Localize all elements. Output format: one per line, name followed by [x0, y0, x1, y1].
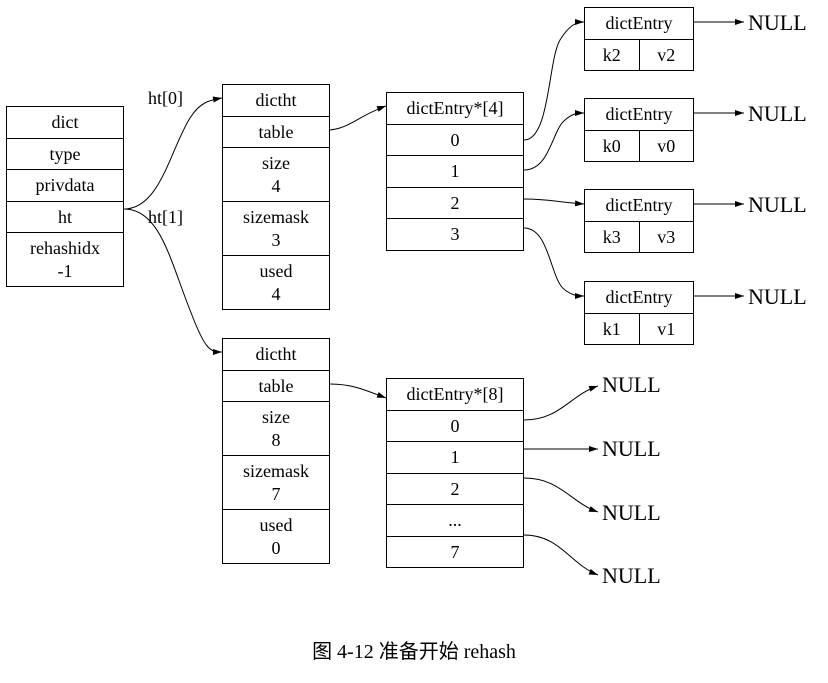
table0-slot-0: 0: [387, 124, 523, 156]
dict-title: dict: [7, 107, 123, 138]
entry-val: v3: [640, 222, 694, 253]
null-label: NULL: [602, 436, 661, 462]
dictht1-table: table: [223, 370, 329, 402]
dict-node: dict type privdata ht rehashidx -1: [6, 106, 124, 287]
dictht1-sizemask: sizemask 7: [223, 455, 329, 509]
dict-privdata: privdata: [7, 169, 123, 201]
table1-node: dictEntry*[8] 0 1 2 ... 7: [386, 378, 524, 568]
dictht1-title: dictht: [223, 339, 329, 370]
entry-val: v0: [640, 131, 694, 162]
table0-title: dictEntry*[4]: [387, 93, 523, 124]
dictht0-sizemask: sizemask 3: [223, 201, 329, 255]
entry-k3: dictEntry k3 v3: [584, 189, 694, 253]
entry-key: k2: [585, 40, 640, 71]
table1-slot-0: 0: [387, 410, 523, 442]
entry-val: v2: [640, 40, 694, 71]
table1-title: dictEntry*[8]: [387, 379, 523, 410]
dict-rehashidx: rehashidx -1: [7, 232, 123, 286]
entry-k2: dictEntry k2 v2: [584, 7, 694, 71]
entry-key: k1: [585, 314, 640, 345]
dict-ht: ht: [7, 201, 123, 233]
dictht1-node: dictht table size 8 sizemask 7 used 0: [222, 338, 330, 564]
entry-title: dictEntry: [585, 282, 693, 313]
dict-type: type: [7, 138, 123, 170]
null-label: NULL: [748, 10, 807, 36]
table0-slot-3: 3: [387, 218, 523, 250]
table1-slot-3: ...: [387, 504, 523, 536]
dictht0-table: table: [223, 116, 329, 148]
entry-k0: dictEntry k0 v0: [584, 98, 694, 162]
table1-slot-2: 2: [387, 473, 523, 505]
dictht1-size: size 8: [223, 401, 329, 455]
table0-slot-1: 1: [387, 155, 523, 187]
null-label: NULL: [748, 101, 807, 127]
figure-caption: 图 4-12 准备开始 rehash: [0, 635, 828, 664]
entry-title: dictEntry: [585, 190, 693, 221]
entry-val: v1: [640, 314, 694, 345]
table0-node: dictEntry*[4] 0 1 2 3: [386, 92, 524, 251]
null-label: NULL: [602, 500, 661, 526]
table0-slot-2: 2: [387, 187, 523, 219]
entry-title: dictEntry: [585, 8, 693, 39]
edge-label-ht1: ht[1]: [148, 207, 183, 228]
dictht0-title: dictht: [223, 85, 329, 116]
dictht0-used: used 4: [223, 255, 329, 309]
table1-slot-1: 1: [387, 441, 523, 473]
entry-title: dictEntry: [585, 99, 693, 130]
edge-label-ht0: ht[0]: [148, 88, 183, 109]
dictht0-node: dictht table size 4 sizemask 3 used 4: [222, 84, 330, 310]
dictht0-size: size 4: [223, 147, 329, 201]
null-label: NULL: [748, 284, 807, 310]
entry-key: k0: [585, 131, 640, 162]
null-label: NULL: [602, 563, 661, 589]
table1-slot-4: 7: [387, 536, 523, 568]
entry-key: k3: [585, 222, 640, 253]
dictht1-used: used 0: [223, 509, 329, 563]
entry-k1: dictEntry k1 v1: [584, 281, 694, 345]
null-label: NULL: [602, 372, 661, 398]
null-label: NULL: [748, 192, 807, 218]
